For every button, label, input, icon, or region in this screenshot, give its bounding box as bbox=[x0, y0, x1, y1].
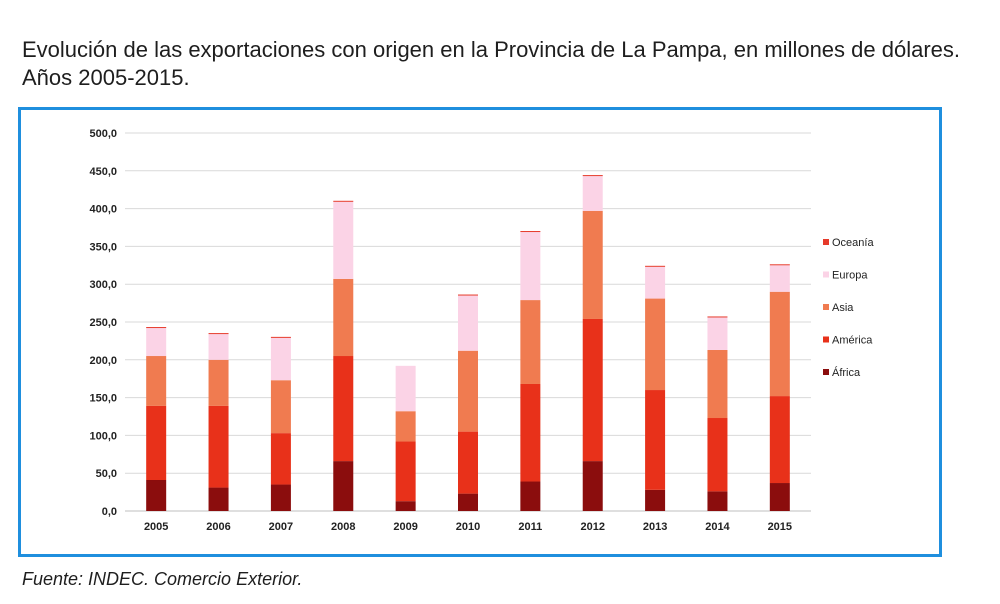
bar-segment-asia-2015 bbox=[769, 291, 790, 397]
y-tick-label: 250,0 bbox=[89, 317, 117, 329]
legend-label-america: América bbox=[832, 335, 873, 347]
bar-segment-europa-2008 bbox=[333, 201, 354, 279]
bar-segment-asia-2011 bbox=[520, 300, 541, 384]
chart-frame: 0,0 50,0 100,0 150,0 200,0 250,0 300,0 350,0 400… bbox=[18, 107, 942, 557]
x-tick-label: 2013 bbox=[643, 521, 667, 533]
y-tick-label: 200,0 bbox=[89, 355, 117, 367]
bar-segment-africa-2013 bbox=[645, 489, 666, 511]
bar-segment-africa-2008 bbox=[333, 461, 354, 511]
legend-label-oceania: Oceanía bbox=[832, 237, 874, 249]
bar-segment-europa-2011 bbox=[520, 232, 541, 301]
bar-segment-america-2006 bbox=[208, 405, 229, 488]
bar-segment-america-2011 bbox=[520, 383, 541, 482]
bar-segment-asia-2009 bbox=[395, 411, 416, 442]
bar-segment-europa-2007 bbox=[270, 337, 291, 381]
bar-segment-oceania-2011 bbox=[520, 231, 541, 233]
bar-segment-america-2007 bbox=[270, 433, 291, 485]
y-tick-label: 450,0 bbox=[89, 166, 117, 178]
bar-segment-america-2005 bbox=[146, 405, 167, 481]
bar-segment-america-2012 bbox=[582, 318, 603, 462]
x-tick-label: 2010 bbox=[456, 521, 480, 533]
bar-segment-oceania-2015 bbox=[769, 264, 790, 266]
bar-segment-africa-2014 bbox=[707, 491, 728, 511]
bar-segment-africa-2011 bbox=[520, 481, 541, 511]
bar-segment-oceania-2013 bbox=[645, 265, 666, 267]
x-tick-label: 2009 bbox=[393, 521, 417, 533]
bar-segment-asia-2006 bbox=[208, 359, 229, 406]
bar-segment-africa-2009 bbox=[395, 501, 416, 511]
bar-segment-asia-2012 bbox=[582, 210, 603, 319]
bar-segment-africa-2010 bbox=[458, 493, 478, 511]
y-tick-label: 400,0 bbox=[89, 204, 117, 216]
y-tick-label: 350,0 bbox=[89, 241, 117, 253]
x-tick-label: 2012 bbox=[580, 521, 604, 533]
y-tick-label: 500,0 bbox=[89, 128, 117, 140]
bar-segment-europa-2009 bbox=[395, 365, 416, 412]
bar-segment-asia-2008 bbox=[333, 278, 354, 357]
bar-segment-oceania-2006 bbox=[208, 333, 229, 335]
x-tick-label: 2014 bbox=[705, 521, 730, 533]
chart-title: Evolución de las exportaciones con orige… bbox=[22, 37, 961, 90]
bar-segment-america-2010 bbox=[458, 431, 478, 494]
bar-segment-europa-2013 bbox=[645, 266, 666, 299]
source-note: Fuente: INDEC. Comercio Exterior. bbox=[22, 569, 303, 589]
bar-segment-asia-2010 bbox=[458, 350, 478, 432]
bar-segment-africa-2007 bbox=[270, 484, 291, 511]
bar-segment-europa-2005 bbox=[146, 328, 167, 357]
bar-segment-asia-2005 bbox=[146, 356, 167, 406]
bar-segment-africa-2005 bbox=[146, 480, 167, 511]
bar-segment-oceania-2012 bbox=[582, 175, 603, 177]
y-tick-label: 0,0 bbox=[102, 506, 117, 518]
y-tick-label: 50,0 bbox=[96, 468, 117, 480]
bar-segment-america-2008 bbox=[333, 356, 354, 462]
legend-swatch-asia bbox=[823, 304, 829, 310]
bar-segment-oceania-2014 bbox=[707, 316, 728, 318]
stacked-bar-chart: 0,0 50,0 100,0 150,0 200,0 250,0 300,0 350,0 400… bbox=[89, 128, 874, 533]
legend-swatch-europa bbox=[823, 271, 829, 278]
bar-segment-america-2013 bbox=[645, 390, 666, 490]
x-tick-label: 2007 bbox=[269, 521, 293, 533]
bar-segment-africa-2015 bbox=[769, 483, 790, 511]
legend-label-asia: Asia bbox=[832, 302, 854, 314]
x-tick-label: 2011 bbox=[518, 521, 542, 533]
bar-segment-europa-2014 bbox=[707, 317, 728, 350]
bar-segment-oceania-2005 bbox=[146, 327, 167, 329]
bar-segment-africa-2006 bbox=[208, 487, 229, 511]
bar-segment-oceania-2008 bbox=[333, 200, 354, 202]
bar-segment-africa-2012 bbox=[582, 461, 603, 511]
x-tick-label: 2005 bbox=[144, 521, 168, 533]
bar-segment-america-2014 bbox=[707, 418, 728, 492]
bar-segment-america-2015 bbox=[769, 396, 790, 484]
bar-segment-europa-2006 bbox=[208, 334, 229, 360]
y-tick-label: 300,0 bbox=[89, 279, 117, 291]
legend-swatch-oceania bbox=[823, 239, 829, 245]
bar-segment-asia-2013 bbox=[645, 298, 666, 391]
y-tick-label: 100,0 bbox=[89, 430, 117, 442]
y-tick-label: 150,0 bbox=[89, 393, 117, 405]
x-tick-label: 2015 bbox=[768, 521, 792, 533]
bar-segment-america-2009 bbox=[395, 441, 416, 502]
legend-label-europa: Europa bbox=[832, 270, 868, 282]
bar-segment-asia-2014 bbox=[707, 349, 728, 419]
bar-segment-oceania-2007 bbox=[270, 336, 291, 338]
bar-segment-oceania-2010 bbox=[458, 294, 478, 296]
x-tick-label: 2008 bbox=[331, 521, 355, 533]
x-tick-label: 2006 bbox=[206, 521, 230, 533]
bar-segment-asia-2007 bbox=[270, 380, 291, 434]
legend-label-africa: África bbox=[832, 366, 861, 379]
legend-swatch-america bbox=[823, 336, 829, 343]
bar-segment-europa-2012 bbox=[582, 176, 603, 211]
legend-swatch-africa bbox=[823, 369, 829, 375]
bar-segment-europa-2015 bbox=[769, 265, 790, 292]
bar-segment-europa-2010 bbox=[458, 295, 478, 351]
